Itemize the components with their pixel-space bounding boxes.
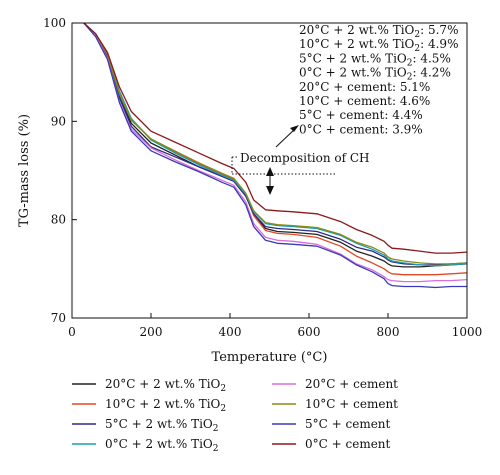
annotation-line-part: 5°C + 2 wt.% TiO (299, 51, 407, 65)
series-line-0 (83, 22, 468, 268)
legend-label: 0°C + 2 wt.% TiO2 (105, 437, 219, 454)
annotation-line: 10°C + cement: 4.6% (299, 94, 430, 108)
series-line-4 (83, 22, 468, 283)
series-line-2 (83, 22, 468, 266)
annotation-line-part: 2 (414, 44, 420, 54)
series-line-7 (83, 22, 468, 254)
annotation-line: 0°C + 2 wt.% TiO2: 4.2% (299, 66, 451, 83)
annotation-line-part: 5°C + cement: 4.4% (299, 108, 423, 122)
x-tick-label: 1000 (452, 325, 483, 339)
legend-label-part: 0°C + 2 wt.% TiO (105, 437, 213, 451)
callout-pointer-head (290, 125, 299, 132)
legend-label-part: 2 (220, 404, 226, 414)
annotation-line-part: 2 (407, 73, 413, 83)
annotation-line-part: : 4.5% (413, 51, 451, 65)
annotation-line-part: 10°C + 2 wt.% TiO (299, 37, 415, 51)
legend-label: 10°C + cement (305, 397, 398, 411)
annotation-line: 5°C + cement: 4.4% (299, 108, 423, 122)
x-tick-label: 600 (298, 325, 321, 339)
callout-arrow-head-up (266, 167, 274, 176)
x-axis-title: Temperature (°C) (212, 350, 328, 365)
annotation-line: 20°C + cement: 5.1% (299, 80, 430, 94)
annotation-line-part: : 5.7% (420, 23, 458, 37)
legend-label-part: 2 (213, 424, 219, 434)
annotation-line: 5°C + 2 wt.% TiO2: 4.5% (299, 51, 451, 68)
x-tick-label: 400 (219, 325, 242, 339)
y-tick-label: 80 (51, 213, 66, 227)
legend-label: 10°C + 2 wt.% TiO2 (105, 397, 226, 414)
annotation-line-part: 2 (414, 30, 420, 40)
legend-label: 5°C + cement (305, 417, 391, 431)
plot-area (83, 22, 468, 289)
callout-label-bg (238, 151, 358, 165)
annotation-line-part: 2 (407, 58, 413, 68)
annotation-line-part: 20°C + cement: 5.1% (299, 80, 430, 94)
legend-label-part: 10°C + 2 wt.% TiO (105, 397, 221, 411)
x-tick-label: 200 (140, 325, 163, 339)
x-tick-label: 0 (68, 325, 76, 339)
legend-label: 20°C + cement (305, 377, 398, 391)
plot-frame (71, 22, 468, 319)
annotation-line-part: : 4.9% (420, 37, 458, 51)
series-line-3 (83, 22, 468, 267)
annotation-line-part: 10°C + cement: 4.6% (299, 94, 430, 108)
legend-label: 20°C + 2 wt.% TiO2 (105, 377, 226, 394)
legend-label-part: 5°C + 2 wt.% TiO (105, 417, 213, 431)
legend-label-part: 0°C + cement (305, 437, 391, 451)
annotation: 20°C + 2 wt.% TiO2: 5.7%10°C + 2 wt.% Ti… (231, 23, 458, 195)
callout-pointer-line (275, 127, 297, 148)
x-tick-label: 800 (377, 325, 400, 339)
series-line-5 (83, 22, 468, 265)
annotation-line: 0°C + cement: 3.9% (299, 122, 423, 136)
legend-label: 5°C + 2 wt.% TiO2 (105, 417, 219, 434)
annotation-line-part: : 4.2% (413, 66, 451, 80)
legend-label-part: 10°C + cement (305, 397, 398, 411)
callout-arrow-head-down (266, 186, 274, 195)
y-tick-label: 100 (43, 16, 66, 30)
series-line-6 (83, 22, 467, 289)
annotation-line-part: 20°C + 2 wt.% TiO (299, 23, 415, 37)
annotation-line: 10°C + 2 wt.% TiO2: 4.9% (299, 37, 458, 54)
annotation-line-part: 0°C + cement: 3.9% (299, 122, 423, 136)
annotation-line-part: 0°C + 2 wt.% TiO (299, 66, 407, 80)
legend-label-part: 2 (213, 444, 219, 454)
callout-label: Decomposition of CH (240, 151, 370, 165)
axes: 0 200 400 600 800 1000 70 80 90 100 Temperature (°… (17, 16, 482, 365)
y-axis-title: TG-mass loss (%) (17, 114, 32, 227)
annotation-line: 20°C + 2 wt.% TiO2: 5.7% (299, 23, 458, 40)
legend-label-part: 20°C + 2 wt.% TiO (105, 377, 221, 391)
y-tick-label: 90 (51, 114, 66, 128)
legend-label-part: 2 (220, 384, 226, 394)
legend-label: 0°C + cement (305, 437, 391, 451)
legend-label-part: 5°C + cement (305, 417, 391, 431)
legend-label-part: 20°C + cement (305, 377, 398, 391)
y-tick-label: 70 (51, 311, 66, 325)
